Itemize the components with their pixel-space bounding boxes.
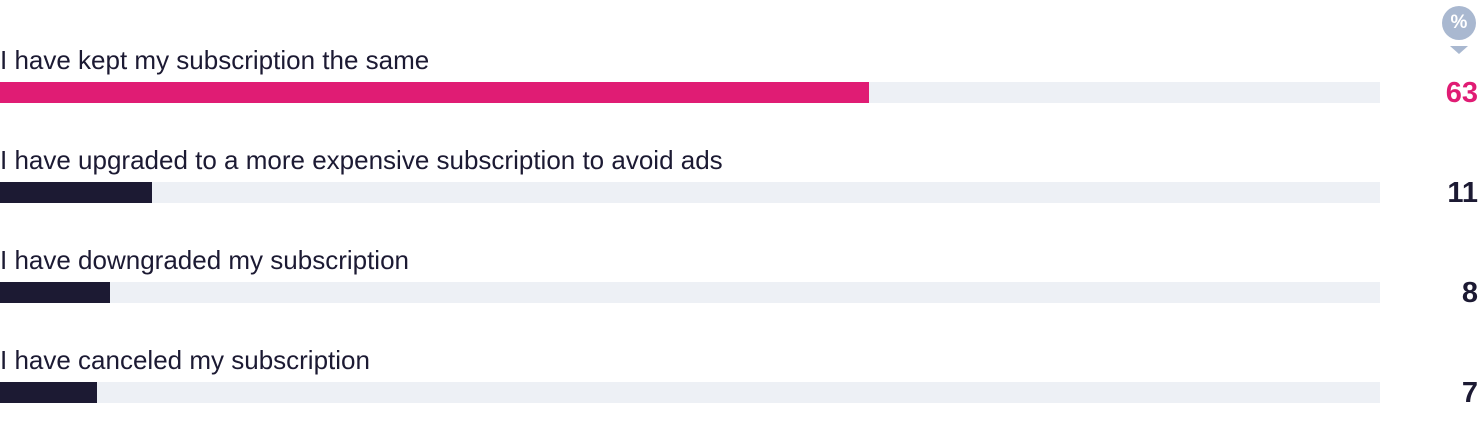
bar-row: I have upgraded to a more expensive subs… (0, 144, 1480, 244)
value-label: 7 (1461, 377, 1478, 409)
category-label: I have downgraded my subscription (0, 245, 410, 275)
bar (0, 382, 97, 403)
bar (0, 82, 870, 103)
percent-unit-label: % (1450, 12, 1468, 33)
value-label: 8 (1461, 277, 1478, 309)
bar-track (0, 82, 1380, 103)
bar-track (0, 282, 1380, 303)
badge-pin-shape (1442, 6, 1476, 54)
category-label: I have kept my subscription the same (0, 45, 430, 75)
bar-row: I have downgraded my subscription 8 (0, 244, 1480, 344)
bar-track (0, 382, 1380, 403)
bar (0, 182, 152, 203)
bar-track (0, 182, 1380, 203)
value-label: 63 (1445, 77, 1478, 109)
bar (0, 282, 111, 303)
value-label: 11 (1447, 177, 1478, 209)
category-label: I have canceled my subscription (0, 345, 370, 375)
percent-unit-badge: % (1440, 4, 1478, 54)
bar-row: I have canceled my subscription 7 (0, 344, 1480, 444)
bar-row: I have kept my subscription the same 63 (0, 44, 1480, 144)
category-label: I have upgraded to a more expensive subs… (0, 145, 723, 175)
